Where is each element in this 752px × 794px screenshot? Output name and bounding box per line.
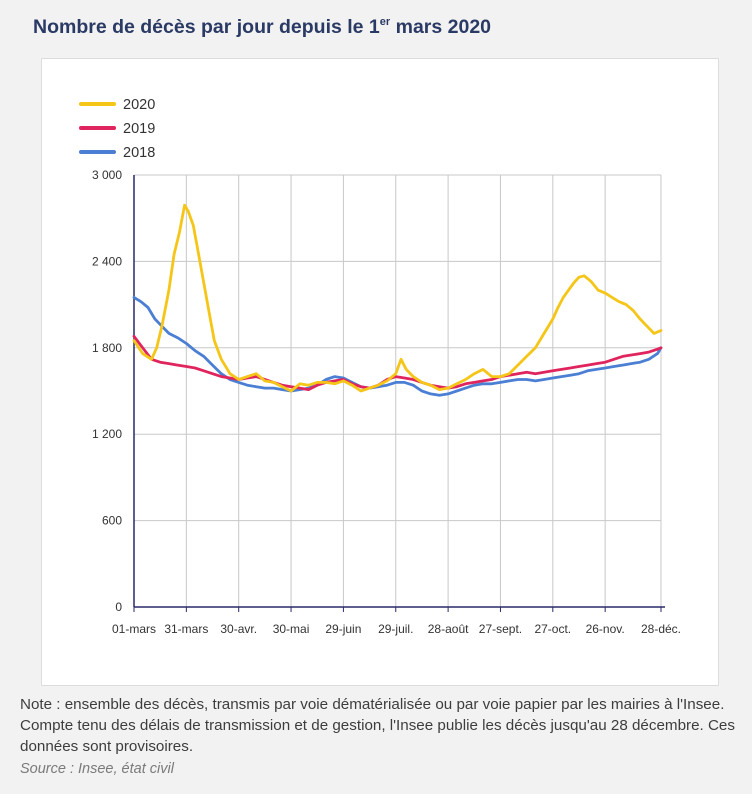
x-tick-label: 26-nov. xyxy=(586,622,625,636)
x-tick-label: 27-oct. xyxy=(534,622,571,636)
series-line-2019 xyxy=(132,334,663,391)
series-line-2020 xyxy=(132,203,663,393)
chart-card: 0 600 1 200 1 800 2 400 3 000 01-mars 31-mars 30… xyxy=(41,58,719,686)
title-main: Nombre de décès par jour depuis le 1 xyxy=(33,16,380,38)
chart-source: Source : Insee, état civil xyxy=(20,761,174,777)
legend-label-2018: 2018 xyxy=(123,145,155,161)
x-tick-label: 29-juin xyxy=(325,622,361,636)
x-tick-label: 31-mars xyxy=(164,622,208,636)
line-chart: 0 600 1 200 1 800 2 400 3 000 01-mars 31-mars 30… xyxy=(79,97,681,636)
x-tick-label: 28-août xyxy=(428,622,469,636)
y-tick-label: 600 xyxy=(102,514,122,528)
y-tick-label: 1 800 xyxy=(92,341,122,355)
legend-label-2019: 2019 xyxy=(123,121,155,137)
x-tick-label: 30-mai xyxy=(273,622,310,636)
y-tick-label: 2 400 xyxy=(92,254,122,268)
x-tick-label: 28-déc. xyxy=(641,622,681,636)
y-tick-label: 1 200 xyxy=(92,427,122,441)
title-superscript: er xyxy=(379,16,391,28)
y-tick-label: 0 xyxy=(115,600,122,614)
series-line-2018 xyxy=(132,296,663,397)
page-title: Nombre de décès par jour depuis le 1er m… xyxy=(33,16,491,39)
y-tick-label: 3 000 xyxy=(92,168,122,182)
title-end: mars 2020 xyxy=(390,16,492,38)
x-tick-label: 01-mars xyxy=(112,622,156,636)
legend-label-2020: 2020 xyxy=(123,97,155,113)
x-tick-label: 30-avr. xyxy=(220,622,257,636)
x-tick-label: 29-juil. xyxy=(378,622,413,636)
chart-note: Note : ensemble des décès, transmis par … xyxy=(20,696,735,755)
x-tick-label: 27-sept. xyxy=(479,622,522,636)
